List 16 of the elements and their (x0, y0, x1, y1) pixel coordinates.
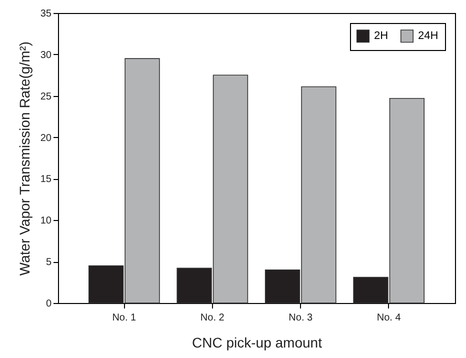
y-tick-label: 5 (46, 257, 52, 268)
y-tick-label: 10 (40, 216, 52, 227)
y-axis-title: Water Vapor Transmission Rate(g/m²) (16, 41, 32, 276)
x-tick-label: No. 2 (200, 312, 225, 324)
y-tick-label: 30 (40, 50, 52, 61)
y-tick-label: 25 (40, 91, 52, 102)
x-tick-label: No. 3 (288, 312, 313, 324)
x-tick-label: No. 1 (112, 312, 137, 324)
x-tick-label: No. 4 (376, 312, 402, 324)
y-tick-label: 35 (40, 8, 52, 20)
y-tick-label: 15 (40, 174, 52, 186)
legend-label: 2H (374, 30, 388, 42)
x-axis-title: CNC pick-up amount (192, 334, 322, 350)
y-tick-label: 20 (40, 132, 52, 144)
y-tick-label: 0 (46, 298, 52, 310)
legend-label: 24H (418, 30, 438, 42)
